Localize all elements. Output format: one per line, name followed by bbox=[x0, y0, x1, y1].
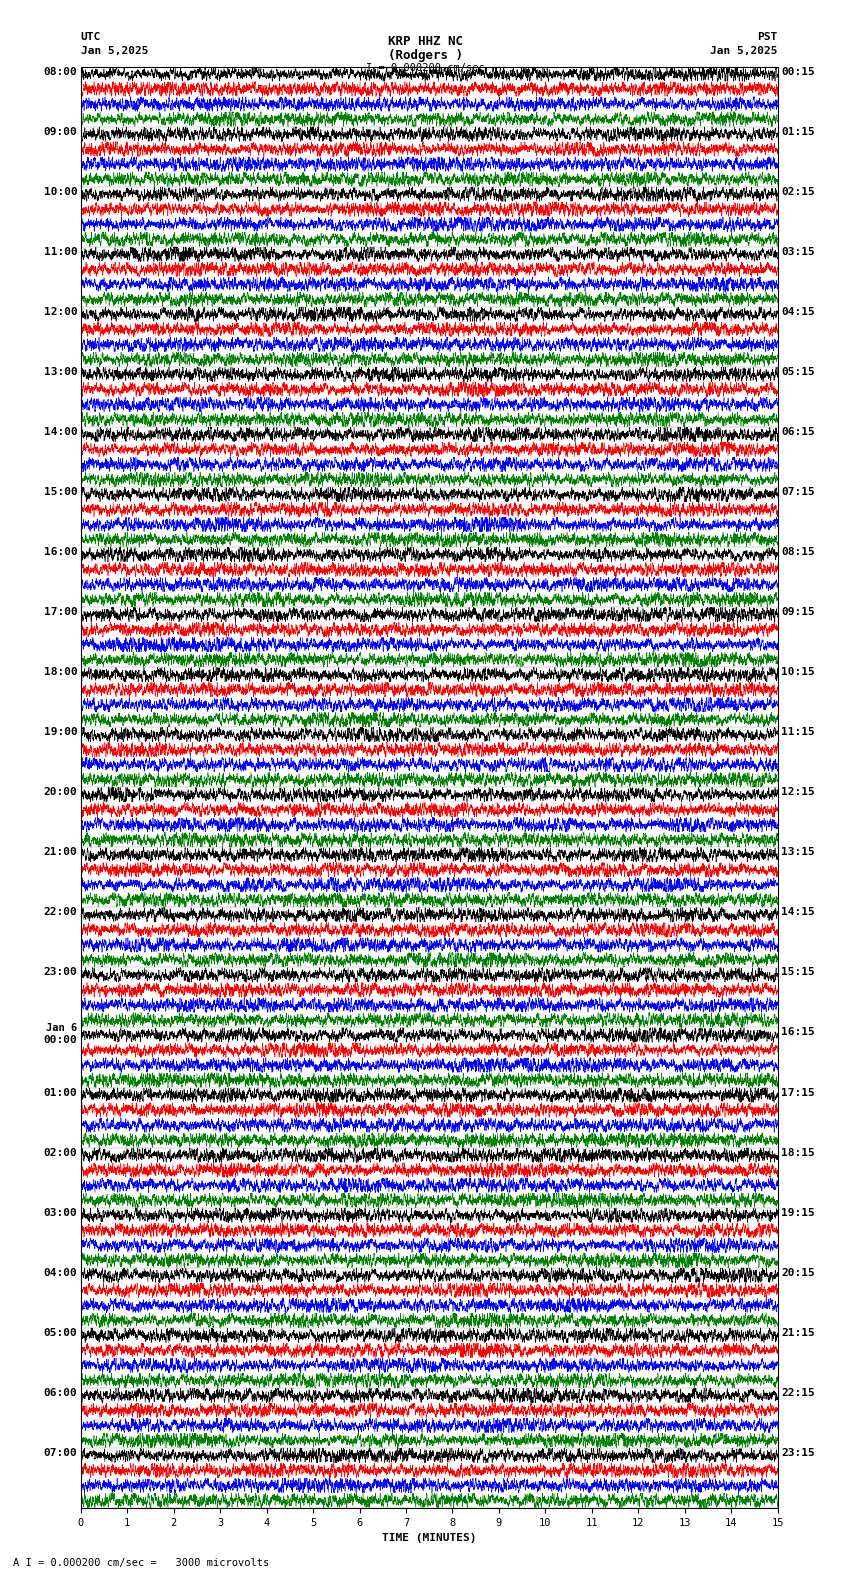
Text: 10:15: 10:15 bbox=[781, 667, 815, 676]
Text: 07:00: 07:00 bbox=[43, 1448, 77, 1457]
Text: PST: PST bbox=[757, 32, 778, 41]
Text: 23:15: 23:15 bbox=[781, 1448, 815, 1457]
Text: 20:15: 20:15 bbox=[781, 1267, 815, 1278]
Text: 00:15: 00:15 bbox=[781, 67, 815, 76]
Text: KRP HHZ NC: KRP HHZ NC bbox=[388, 35, 462, 48]
Text: 03:15: 03:15 bbox=[781, 247, 815, 257]
Text: 02:15: 02:15 bbox=[781, 187, 815, 196]
Text: 16:00: 16:00 bbox=[43, 546, 77, 558]
Text: 00:00: 00:00 bbox=[43, 1034, 77, 1045]
Text: 02:00: 02:00 bbox=[43, 1147, 77, 1158]
Text: 23:00: 23:00 bbox=[43, 968, 77, 977]
Text: 01:15: 01:15 bbox=[781, 127, 815, 136]
Text: 18:15: 18:15 bbox=[781, 1147, 815, 1158]
Text: 13:00: 13:00 bbox=[43, 367, 77, 377]
Text: UTC: UTC bbox=[81, 32, 101, 41]
Text: 03:00: 03:00 bbox=[43, 1207, 77, 1218]
Text: 15:15: 15:15 bbox=[781, 968, 815, 977]
Text: 14:00: 14:00 bbox=[43, 428, 77, 437]
Text: 09:15: 09:15 bbox=[781, 607, 815, 618]
Text: 06:00: 06:00 bbox=[43, 1388, 77, 1397]
Text: 19:15: 19:15 bbox=[781, 1207, 815, 1218]
Text: 15:00: 15:00 bbox=[43, 486, 77, 497]
Text: Jan 6: Jan 6 bbox=[46, 1023, 77, 1033]
Text: 12:00: 12:00 bbox=[43, 307, 77, 317]
Text: 06:15: 06:15 bbox=[781, 428, 815, 437]
Text: 22:15: 22:15 bbox=[781, 1388, 815, 1397]
Text: 16:15: 16:15 bbox=[781, 1028, 815, 1038]
Text: 19:00: 19:00 bbox=[43, 727, 77, 737]
Text: 21:15: 21:15 bbox=[781, 1327, 815, 1338]
Text: 14:15: 14:15 bbox=[781, 908, 815, 917]
Text: 13:15: 13:15 bbox=[781, 847, 815, 857]
Text: 05:15: 05:15 bbox=[781, 367, 815, 377]
Text: 21:00: 21:00 bbox=[43, 847, 77, 857]
Text: 11:00: 11:00 bbox=[43, 247, 77, 257]
Text: I = 0.000200 cm/sec: I = 0.000200 cm/sec bbox=[366, 63, 484, 73]
Text: 01:00: 01:00 bbox=[43, 1088, 77, 1098]
Text: Jan 5,2025: Jan 5,2025 bbox=[81, 46, 148, 55]
Text: 12:15: 12:15 bbox=[781, 787, 815, 797]
Text: 09:00: 09:00 bbox=[43, 127, 77, 136]
Text: 08:15: 08:15 bbox=[781, 546, 815, 558]
Text: (Rodgers ): (Rodgers ) bbox=[388, 49, 462, 62]
Text: 20:00: 20:00 bbox=[43, 787, 77, 797]
Text: 18:00: 18:00 bbox=[43, 667, 77, 676]
Text: 08:00: 08:00 bbox=[43, 67, 77, 76]
Text: 04:15: 04:15 bbox=[781, 307, 815, 317]
Text: 10:00: 10:00 bbox=[43, 187, 77, 196]
Text: 04:00: 04:00 bbox=[43, 1267, 77, 1278]
Text: 11:15: 11:15 bbox=[781, 727, 815, 737]
Text: 22:00: 22:00 bbox=[43, 908, 77, 917]
X-axis label: TIME (MINUTES): TIME (MINUTES) bbox=[382, 1533, 477, 1543]
Text: 17:00: 17:00 bbox=[43, 607, 77, 618]
Text: 05:00: 05:00 bbox=[43, 1327, 77, 1338]
Text: 07:15: 07:15 bbox=[781, 486, 815, 497]
Text: A I = 0.000200 cm/sec =   3000 microvolts: A I = 0.000200 cm/sec = 3000 microvolts bbox=[13, 1559, 269, 1568]
Text: Jan 5,2025: Jan 5,2025 bbox=[711, 46, 778, 55]
Text: 17:15: 17:15 bbox=[781, 1088, 815, 1098]
